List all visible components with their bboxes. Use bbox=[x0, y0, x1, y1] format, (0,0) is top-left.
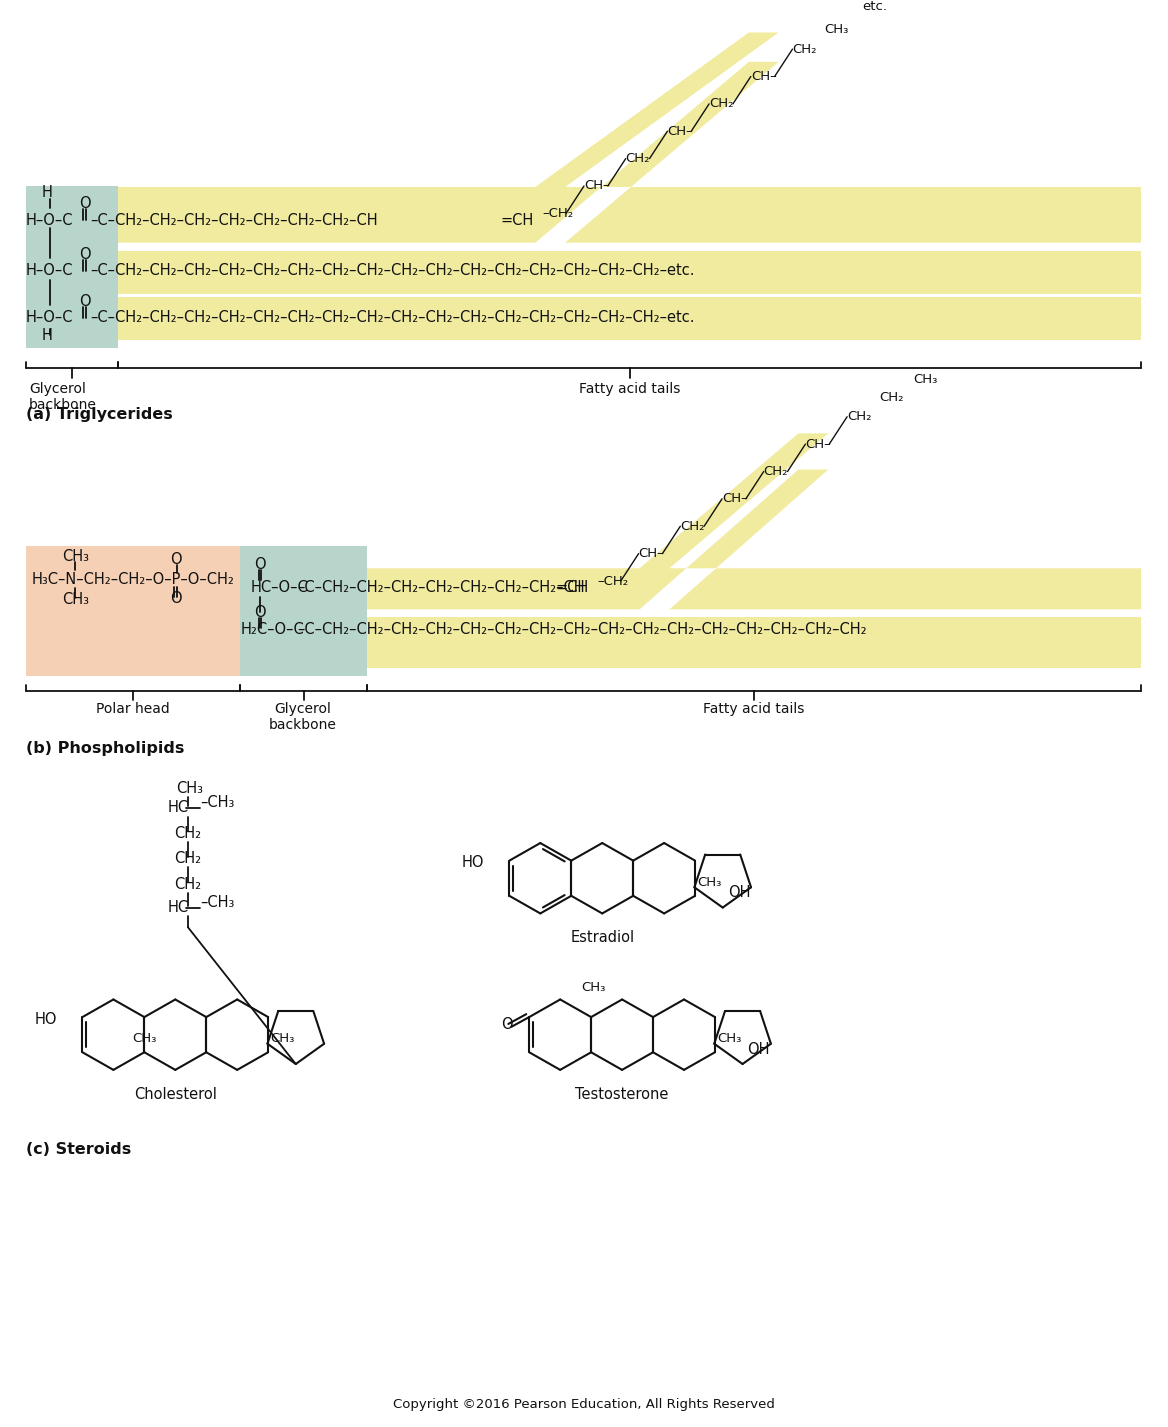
Text: OH: OH bbox=[748, 1042, 770, 1057]
Text: O: O bbox=[79, 195, 91, 211]
Text: –C–CH₂–CH₂–CH₂–CH₂–CH₂–CH₂–CH₂–CH₂–CH₂–CH₂–CH₂–CH₂–CH₂–CH₂–CH₂–CH₂–etc.: –C–CH₂–CH₂–CH₂–CH₂–CH₂–CH₂–CH₂–CH₂–CH₂–C… bbox=[91, 263, 695, 278]
Text: –C–CH₂–CH₂–CH₂–CH₂–CH₂–CH₂–CH₂–CH₂–CH₂–CH₂–CH₂–CH₂–CH₂–CH₂–CH₂–CH₂: –C–CH₂–CH₂–CH₂–CH₂–CH₂–CH₂–CH₂–CH₂–CH₂–C… bbox=[297, 622, 867, 638]
Text: CH–: CH– bbox=[751, 70, 777, 83]
Text: H–O–C: H–O–C bbox=[26, 263, 74, 278]
Text: CH₂: CH₂ bbox=[878, 391, 903, 404]
Text: HC: HC bbox=[168, 801, 189, 815]
Text: Estradiol: Estradiol bbox=[570, 930, 634, 945]
Text: H: H bbox=[42, 328, 53, 342]
Text: HC: HC bbox=[168, 900, 189, 915]
Text: H₂C–O–C: H₂C–O–C bbox=[241, 622, 304, 638]
Text: CH₂: CH₂ bbox=[174, 876, 201, 892]
Text: CH₂: CH₂ bbox=[680, 519, 704, 532]
Text: Cholesterol: Cholesterol bbox=[134, 1087, 217, 1102]
Text: O: O bbox=[79, 247, 91, 263]
Text: Polar head: Polar head bbox=[97, 702, 171, 716]
Text: CH₂: CH₂ bbox=[793, 43, 816, 56]
Text: H₃C–N–CH₂–CH₂–O–P–O–CH₂: H₃C–N–CH₂–CH₂–O–P–O–CH₂ bbox=[32, 572, 235, 586]
Text: O: O bbox=[171, 591, 181, 606]
Text: H–O–C: H–O–C bbox=[26, 213, 74, 228]
Text: OH: OH bbox=[728, 885, 750, 900]
Text: CH₂: CH₂ bbox=[626, 153, 651, 166]
Text: Glycerol
backbone: Glycerol backbone bbox=[29, 381, 97, 412]
Text: Testosterone: Testosterone bbox=[576, 1087, 669, 1102]
Bar bbox=[241, 545, 367, 676]
Text: CH₃: CH₃ bbox=[913, 372, 938, 387]
Text: CH–: CH– bbox=[667, 124, 693, 138]
Text: CH₃: CH₃ bbox=[825, 23, 849, 36]
Text: –C–CH₂–CH₂–CH₂–CH₂–CH₂–CH₂–CH₂–CH₂–CH₂–CH₂–CH₂–CH₂–CH₂–CH₂–CH₂–CH₂–etc.: –C–CH₂–CH₂–CH₂–CH₂–CH₂–CH₂–CH₂–CH₂–CH₂–C… bbox=[91, 310, 695, 324]
Text: CH₃: CH₃ bbox=[697, 876, 722, 889]
Text: (a) Triglycerides: (a) Triglycerides bbox=[26, 407, 173, 422]
Text: CH₃: CH₃ bbox=[717, 1032, 742, 1045]
Text: –CH₃: –CH₃ bbox=[200, 795, 234, 811]
Text: H–O–C: H–O–C bbox=[26, 310, 74, 324]
Text: CH–: CH– bbox=[584, 180, 610, 193]
Text: –C–CH₂–CH₂–CH₂–CH₂–CH₂–CH₂–CH₂–CH: –C–CH₂–CH₂–CH₂–CH₂–CH₂–CH₂–CH₂–CH bbox=[91, 213, 378, 228]
Text: O: O bbox=[255, 557, 266, 572]
Text: Copyright ©2016 Pearson Education, All Rights Reserved: Copyright ©2016 Pearson Education, All R… bbox=[394, 1398, 774, 1411]
Text: CH₂: CH₂ bbox=[174, 850, 201, 866]
Bar bbox=[26, 545, 241, 676]
Text: Fatty acid tails: Fatty acid tails bbox=[703, 702, 805, 716]
Text: CH–: CH– bbox=[639, 547, 665, 561]
Text: CH₃: CH₃ bbox=[270, 1032, 294, 1045]
Text: HO: HO bbox=[461, 855, 485, 870]
Text: HC–O–C: HC–O–C bbox=[250, 581, 308, 595]
Text: CH₂: CH₂ bbox=[764, 465, 788, 478]
Text: HO: HO bbox=[35, 1012, 57, 1026]
Bar bbox=[367, 618, 1141, 668]
Text: CH₂: CH₂ bbox=[847, 410, 871, 424]
Text: O: O bbox=[79, 294, 91, 308]
Text: O: O bbox=[171, 552, 181, 567]
Text: =CH: =CH bbox=[501, 213, 534, 228]
Text: Glycerol
backbone: Glycerol backbone bbox=[269, 702, 336, 732]
Polygon shape bbox=[367, 434, 1141, 609]
Text: H: H bbox=[42, 186, 53, 200]
Text: (c) Steroids: (c) Steroids bbox=[26, 1142, 131, 1157]
Text: =CH: =CH bbox=[555, 581, 589, 595]
Text: O: O bbox=[501, 1017, 513, 1032]
Text: CH₃: CH₃ bbox=[176, 781, 203, 796]
Text: O: O bbox=[255, 605, 266, 619]
Text: etc.: etc. bbox=[862, 0, 887, 13]
Text: CH–: CH– bbox=[722, 492, 748, 505]
Text: CH₃: CH₃ bbox=[62, 592, 89, 606]
Text: –CH₂: –CH₂ bbox=[597, 575, 628, 588]
Bar bbox=[116, 297, 1141, 341]
Text: CH₃: CH₃ bbox=[62, 549, 89, 564]
Polygon shape bbox=[116, 33, 1141, 243]
Text: –C–CH₂–CH₂–CH₂–CH₂–CH₂–CH₂–CH₂–CH: –C–CH₂–CH₂–CH₂–CH₂–CH₂–CH₂–CH₂–CH bbox=[297, 581, 585, 595]
Text: CH₂: CH₂ bbox=[709, 97, 734, 110]
Text: –CH₂: –CH₂ bbox=[542, 207, 573, 220]
Text: CH₃: CH₃ bbox=[132, 1032, 157, 1045]
Text: CH₃: CH₃ bbox=[582, 982, 606, 995]
Text: –CH₃: –CH₃ bbox=[200, 895, 234, 910]
Bar bbox=[116, 251, 1141, 294]
Text: (b) Phospholipids: (b) Phospholipids bbox=[26, 742, 185, 756]
Text: CH–: CH– bbox=[806, 438, 832, 451]
Text: CH₂: CH₂ bbox=[174, 826, 201, 841]
Bar bbox=[26, 186, 118, 348]
Text: Fatty acid tails: Fatty acid tails bbox=[579, 381, 680, 395]
